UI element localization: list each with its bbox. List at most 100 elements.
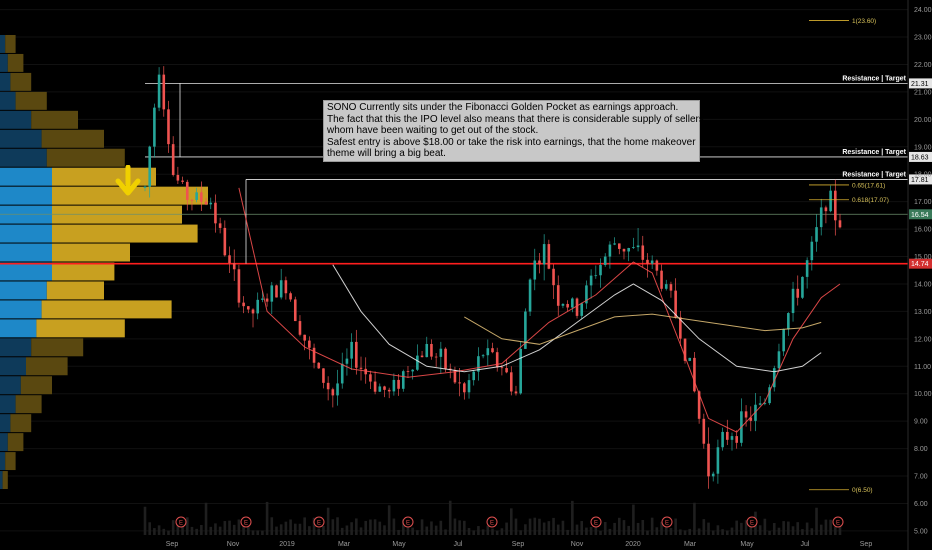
volume-bar [801, 529, 804, 535]
price-tick-label: 7.00 [914, 474, 928, 481]
candle-body [575, 298, 579, 316]
earnings-marker-label: E [665, 521, 669, 527]
candle-body [725, 431, 729, 440]
candle-body [660, 270, 663, 289]
candle-body [571, 298, 574, 308]
profile-bar-yellow [52, 224, 198, 243]
price-tick-label: 20.00 [914, 117, 932, 124]
price-axis[interactable]: 5.00 6.00 7.00 8.00 9.00 10.00 11.00 12.00 13.00… [907, 0, 932, 550]
candle-body [711, 473, 715, 477]
volume-bar [355, 518, 358, 535]
profile-bar-blue [0, 186, 52, 205]
candle-body [664, 284, 668, 289]
volume-bar [782, 521, 785, 535]
volume-bar [571, 500, 574, 535]
candle-body [561, 303, 565, 306]
volume-bar [524, 524, 527, 535]
time-axis[interactable]: Sep Nov 2019 Mar May Jul Sep Nov 2020 Mar May Jul Se… [166, 541, 873, 548]
candle-body [167, 109, 170, 145]
volume-bar [401, 519, 405, 535]
volume-bar [420, 519, 424, 535]
volume-bar [373, 519, 377, 535]
candle-body [683, 338, 687, 361]
volume-bar [740, 522, 743, 535]
volume-bar [336, 517, 339, 535]
time-tick-label: Jul [454, 541, 463, 548]
moving-average-line [464, 313, 822, 345]
profile-bar-blue [0, 300, 42, 319]
candle-body [622, 248, 626, 252]
volume-bar [279, 524, 283, 535]
candle-body [838, 220, 842, 228]
profile-bar-blue [0, 148, 47, 167]
candle-body [556, 285, 560, 306]
volume-bar [744, 520, 748, 535]
candle-body [580, 303, 584, 316]
price-tick-label: 18.00 [914, 172, 932, 179]
profile-bar-blue [0, 35, 6, 53]
candle-body [181, 180, 184, 182]
time-tick-label: Sep [512, 541, 525, 548]
moving-average-line [332, 264, 822, 373]
candle-body [481, 355, 485, 357]
volume-bar [261, 530, 264, 535]
volume-bar [190, 526, 194, 535]
volume-bar [481, 529, 485, 535]
volume-bar [509, 508, 513, 535]
time-tick-label: Sep [860, 541, 873, 548]
earnings-marker [402, 516, 414, 528]
level-price-label: 18.63 [911, 154, 929, 161]
volume-bar [444, 529, 447, 535]
volume-bar [664, 526, 668, 535]
volume-bar [533, 517, 537, 535]
candle-body [171, 144, 175, 175]
candle-body [162, 74, 166, 110]
candle-body [688, 357, 692, 361]
volume-bar [632, 504, 635, 535]
volume-bar [777, 527, 781, 535]
level-price-label: 17.81 [911, 177, 929, 184]
candle-body [383, 386, 386, 390]
candle-body [209, 202, 213, 205]
fib-label: 1(23.60) [852, 18, 876, 25]
candle-body [331, 389, 335, 396]
annotation-box[interactable]: SONO Currently sits under the Fibonacci … [323, 100, 707, 162]
level-price-label: 21.31 [911, 81, 929, 88]
volume-bar [185, 517, 189, 535]
candle-body [505, 368, 508, 373]
volume-bar [636, 522, 640, 535]
volume-bar [204, 502, 208, 535]
level-label: Resistance | Target [842, 171, 906, 178]
volume-bar [721, 529, 724, 535]
volume-bar [528, 518, 532, 535]
level-label: Resistance | Target [842, 75, 906, 82]
volume-bar [378, 521, 382, 535]
volume-bar [153, 528, 156, 535]
candle-body [495, 352, 499, 368]
candle-body [223, 227, 227, 256]
candle-body [340, 363, 344, 384]
candle-body [326, 382, 330, 390]
candle-body [829, 190, 832, 212]
volume-bar [495, 530, 499, 535]
candle-body [787, 313, 790, 330]
volume-bar [289, 519, 292, 535]
volume-bar [763, 518, 767, 535]
level-price-tag [909, 174, 932, 185]
level-price-label: 16.54 [911, 212, 929, 219]
volume-bar [679, 529, 682, 535]
candle-body [237, 269, 241, 303]
volume-bar [688, 528, 692, 535]
price-tick-label: 16.00 [914, 227, 932, 234]
candle-body [228, 255, 231, 264]
profile-bar-blue [0, 243, 52, 262]
candle-body [599, 264, 602, 276]
candle-body [542, 244, 546, 265]
volume-bar [697, 528, 701, 535]
volume-bar [796, 522, 800, 535]
annotation-line: The fact that this the IPO level also me… [327, 113, 707, 125]
time-tick-label: May [740, 541, 754, 548]
volume-bar [167, 530, 170, 535]
volume-bar [834, 526, 837, 535]
candle-body [232, 263, 236, 270]
